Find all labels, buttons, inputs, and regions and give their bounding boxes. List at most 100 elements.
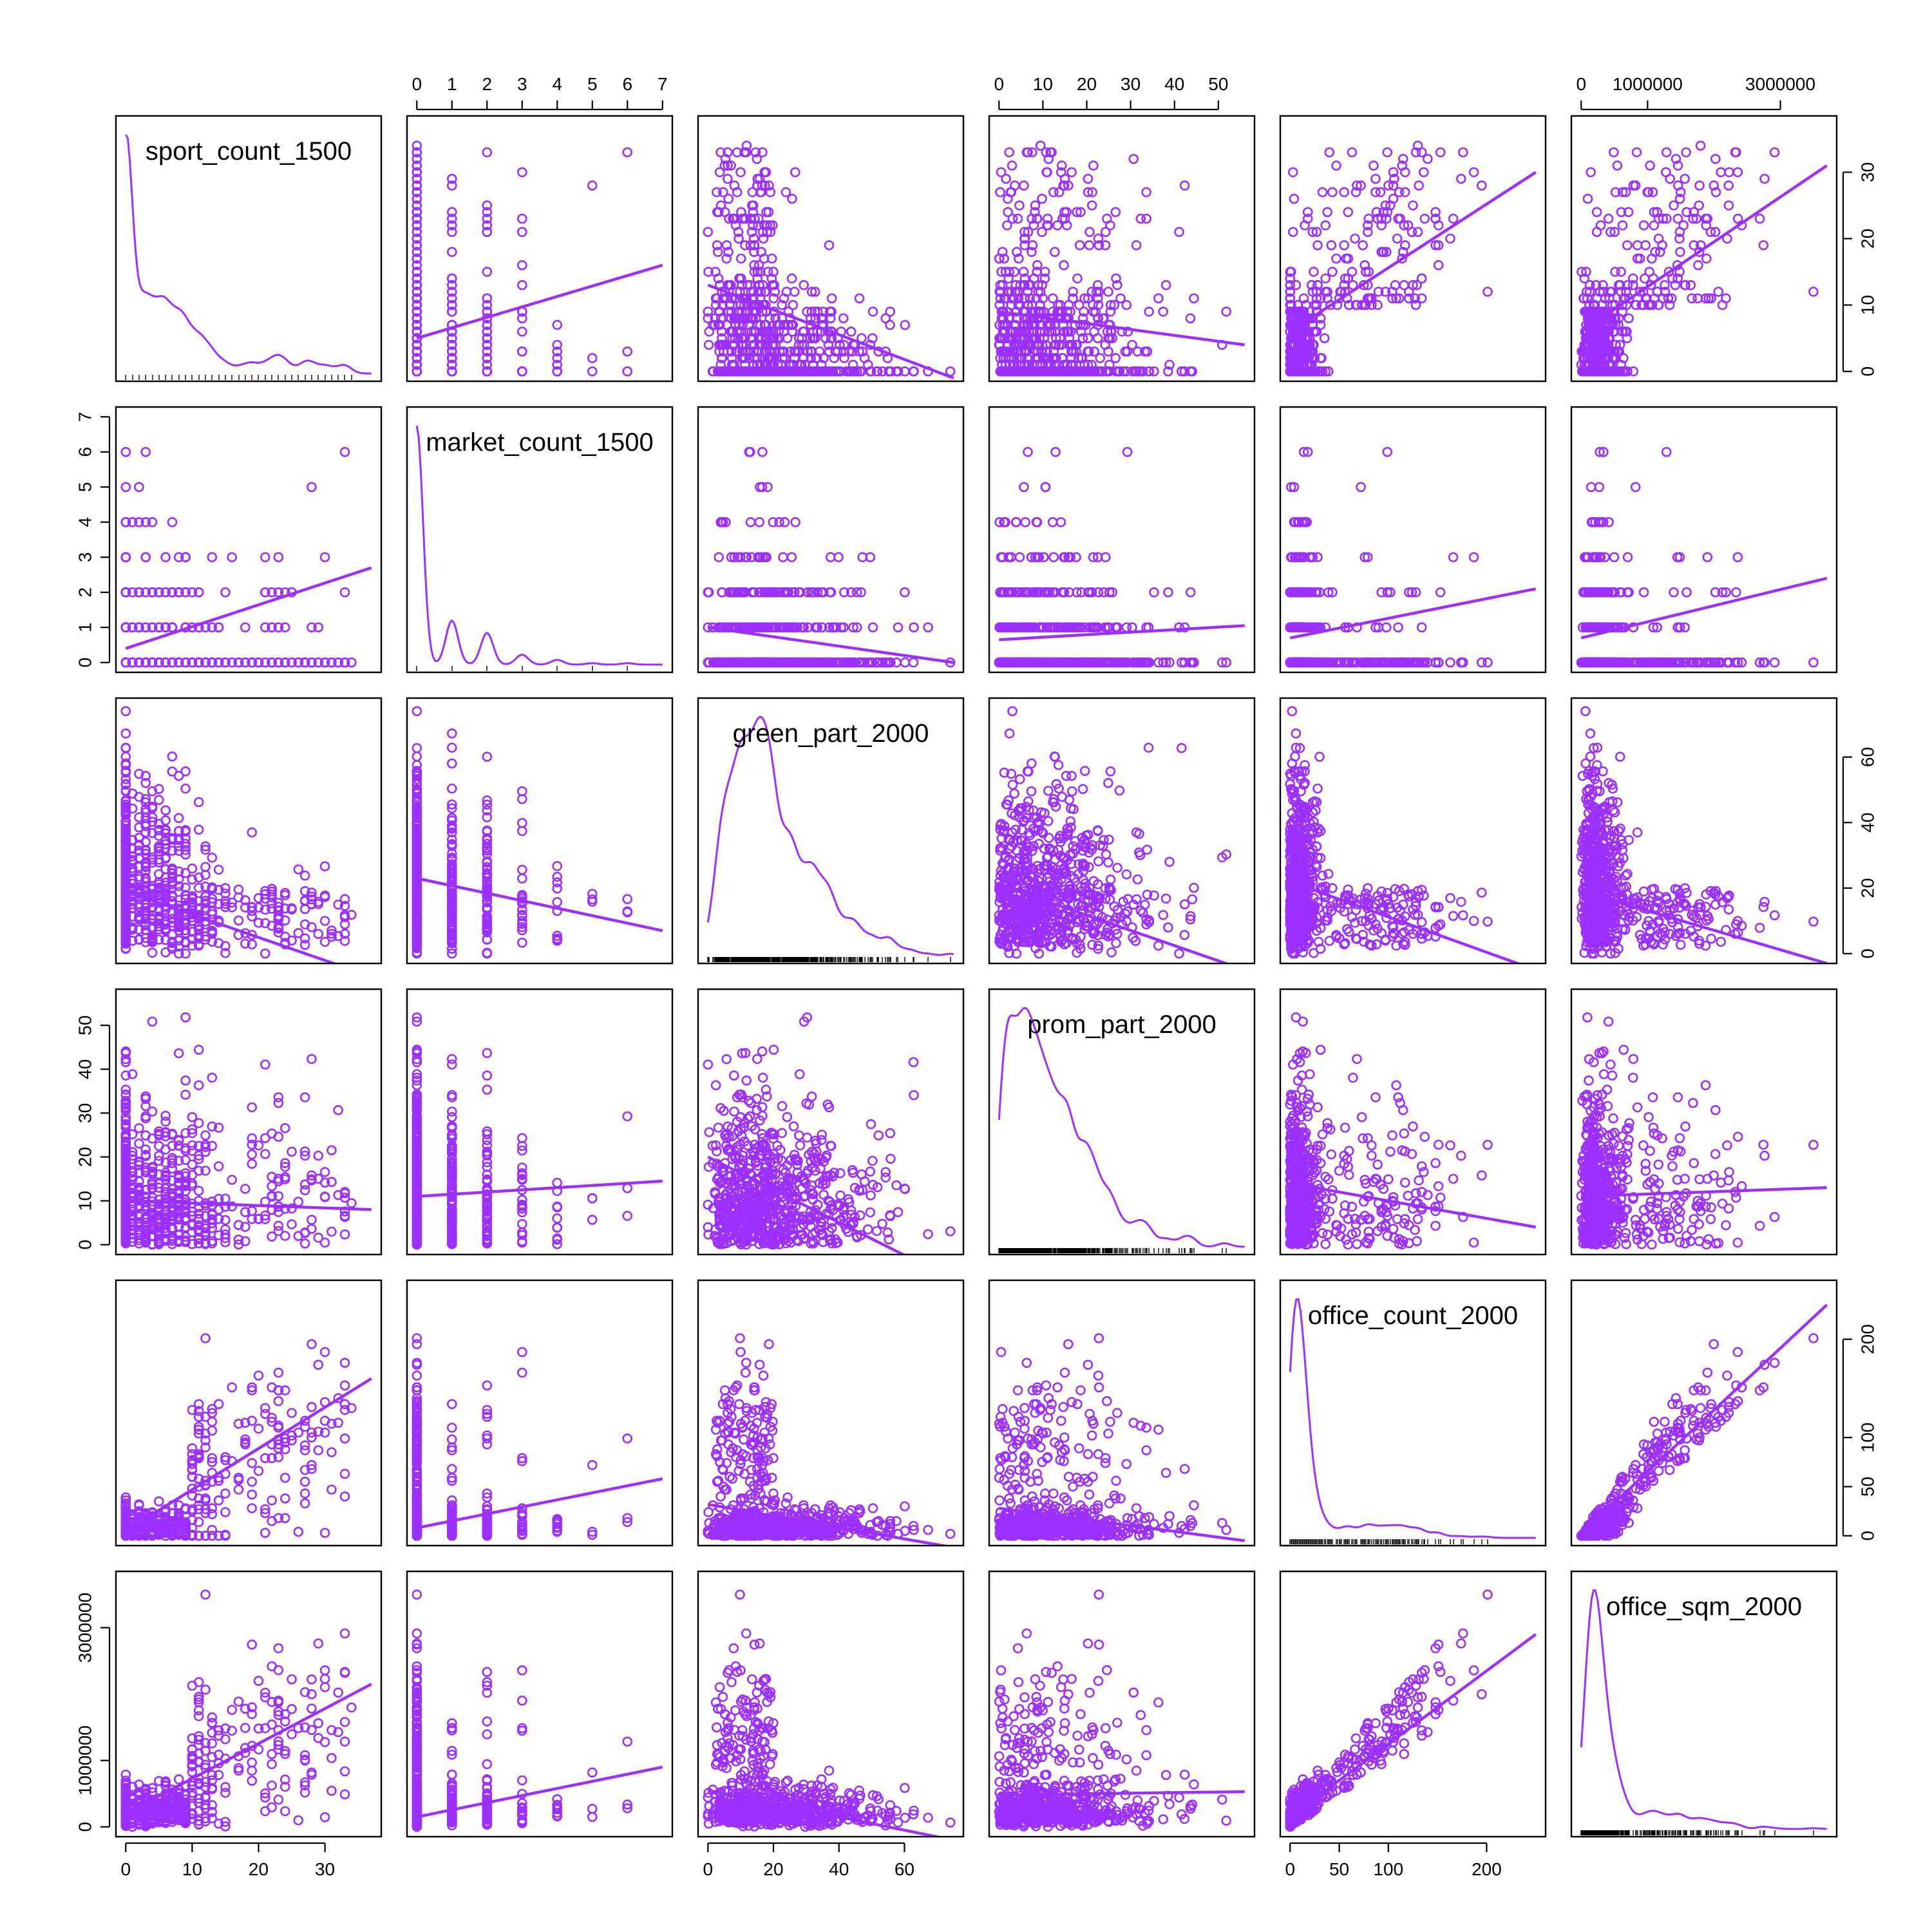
data-point (140, 587, 151, 598)
data-point (1632, 253, 1643, 264)
data-point (1285, 366, 1296, 377)
data-point (1298, 353, 1309, 363)
data-point (127, 516, 138, 527)
data-point (714, 552, 724, 563)
data-point (1025, 293, 1036, 304)
data-point (848, 622, 858, 633)
data-point (1285, 267, 1296, 277)
data-point (412, 247, 422, 258)
data-point (1642, 187, 1653, 198)
data-point (1293, 353, 1303, 363)
data-point (1635, 287, 1645, 297)
data-point (260, 622, 270, 633)
data-point (838, 622, 849, 633)
data-point (806, 287, 817, 297)
data-point (1075, 240, 1085, 251)
data-point (885, 366, 896, 377)
data-point (1035, 299, 1045, 310)
data-point (1655, 247, 1665, 258)
density-curve (415, 425, 663, 666)
data-point (1012, 339, 1023, 350)
data-point (1808, 287, 1819, 297)
data-point (1037, 339, 1048, 350)
data-point (1458, 147, 1468, 158)
data-point (1104, 359, 1115, 370)
data-point (1039, 366, 1050, 377)
data-point (729, 180, 740, 191)
data-point (482, 200, 493, 211)
data-point (1370, 173, 1381, 184)
data-point (1649, 207, 1660, 218)
data-point (843, 657, 853, 668)
data-point (293, 657, 304, 668)
data-point (1592, 366, 1602, 377)
data-point (1079, 293, 1090, 304)
data-point (446, 273, 457, 284)
data-point (856, 366, 866, 377)
data-point (134, 482, 144, 493)
data-point (759, 180, 770, 191)
data-point (446, 247, 457, 258)
data-point (806, 366, 816, 377)
data-point (412, 180, 422, 191)
data-point (1701, 253, 1712, 264)
data-point (120, 657, 131, 668)
data-point (1288, 167, 1298, 178)
data-point (846, 327, 857, 337)
data-point (727, 587, 738, 598)
data-point (1309, 267, 1319, 277)
data-point (1700, 213, 1711, 224)
data-point (923, 622, 933, 633)
data-point (1723, 180, 1734, 191)
data-point (1003, 353, 1014, 363)
data-point (516, 327, 527, 337)
data-point (482, 359, 493, 370)
data-point (1066, 353, 1076, 363)
data-point (832, 657, 843, 668)
data-point (1004, 147, 1014, 158)
data-point (768, 293, 779, 304)
data-point (857, 346, 867, 357)
data-point (1122, 346, 1133, 357)
data-point (482, 299, 493, 310)
data-point (852, 622, 862, 633)
data-point (748, 200, 759, 211)
data-point (482, 147, 493, 158)
data-point (1640, 273, 1650, 284)
data-point (1048, 293, 1058, 304)
data-point (1082, 366, 1093, 377)
data-point (729, 552, 740, 563)
data-point (1630, 180, 1641, 191)
data-point (1433, 240, 1444, 251)
data-point (587, 180, 598, 191)
data-point (1019, 293, 1030, 304)
data-point (1650, 247, 1660, 258)
data-point (1046, 147, 1057, 158)
data-point (1014, 200, 1025, 211)
data-point (1055, 307, 1066, 317)
data-point (1063, 299, 1074, 310)
data-point (1094, 240, 1104, 251)
data-point (1400, 240, 1410, 251)
data-point (412, 313, 422, 324)
data-point (1055, 333, 1065, 344)
data-point (880, 313, 891, 324)
data-point (167, 622, 178, 633)
data-point (160, 622, 171, 633)
data-point (1631, 299, 1642, 310)
data-point (1591, 207, 1602, 218)
panel-content (412, 140, 663, 377)
data-point (267, 657, 277, 668)
data-point (1649, 293, 1660, 304)
data-point (1586, 307, 1597, 317)
data-point (1618, 353, 1629, 363)
data-point (778, 552, 788, 563)
data-point (1311, 227, 1322, 238)
data-point (1001, 173, 1011, 184)
data-point (909, 366, 919, 377)
data-point (1307, 227, 1318, 238)
data-point (763, 327, 774, 337)
data-point (1389, 173, 1399, 184)
data-point (1032, 213, 1043, 224)
data-point (516, 279, 527, 290)
